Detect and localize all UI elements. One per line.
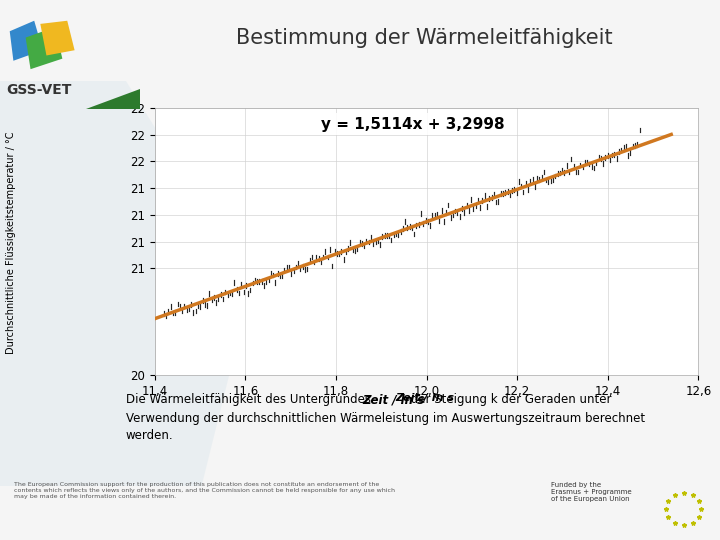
Text: Funded by the
Erasmus + Programme
of the European Union: Funded by the Erasmus + Programme of the… bbox=[551, 482, 631, 502]
Text: GSS-VET: GSS-VET bbox=[6, 83, 71, 97]
Polygon shape bbox=[10, 21, 42, 60]
Polygon shape bbox=[40, 21, 75, 56]
Text: The European Commission support for the production of this publication does not : The European Commission support for the … bbox=[14, 482, 395, 499]
Text: Die Wärmeleitfähigkeit des Untergrundes: Die Wärmeleitfähigkeit des Untergrundes bbox=[126, 393, 374, 406]
Polygon shape bbox=[0, 81, 252, 486]
Text: Bestimmung der Wärmeleitfähigkeit: Bestimmung der Wärmeleitfähigkeit bbox=[236, 28, 613, 48]
Text: Verwendung der durchschnittlichen Wärmeleistung im Auswertungszeitraum berechnet: Verwendung der durchschnittlichen Wärmel… bbox=[126, 412, 645, 425]
Polygon shape bbox=[86, 89, 140, 109]
Text: Durchschnittliche Flüssigkeitstemperatur / °C: Durchschnittliche Flüssigkeitstemperatur… bbox=[6, 132, 16, 354]
Text: der Steigung k der Geraden unter: der Steigung k der Geraden unter bbox=[407, 393, 611, 406]
Text: y = 1,5114x + 3,2998: y = 1,5114x + 3,2998 bbox=[321, 117, 505, 132]
Polygon shape bbox=[26, 27, 63, 69]
Text: Zeit / ln s: Zeit / ln s bbox=[395, 393, 454, 403]
Text: Zeit / ln s: Zeit / ln s bbox=[362, 393, 424, 406]
Text: werden.: werden. bbox=[126, 429, 174, 442]
